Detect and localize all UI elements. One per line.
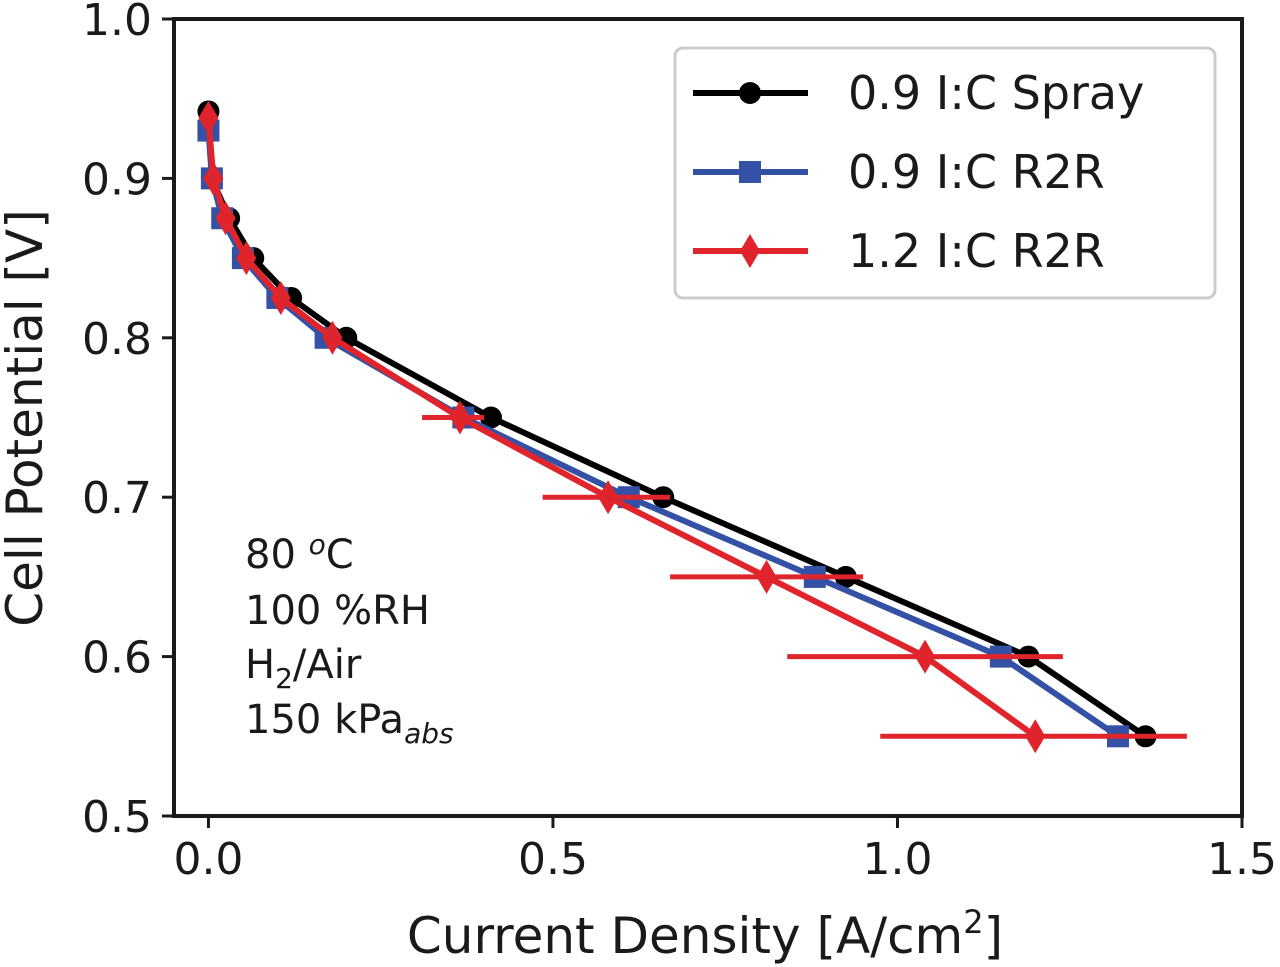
data-point <box>449 400 470 435</box>
x-axis-label: Current Density [A/cm2] <box>407 903 1003 965</box>
data-point <box>322 320 343 355</box>
legend-label-r2r-09: 0.9 I:C R2R <box>848 145 1105 199</box>
y-tick-label: 1.0 <box>82 0 152 46</box>
axis-ticks: 0.0 0.5 1.0 1.5 0.5 0.6 0.7 0.8 0.9 1.0 <box>82 0 1277 885</box>
data-point <box>598 480 619 515</box>
data-point <box>756 559 777 594</box>
data-point <box>1025 719 1046 754</box>
legend-swatch-marker <box>739 161 761 183</box>
x-tick-label: 0.5 <box>518 834 588 885</box>
y-tick-label: 0.8 <box>82 314 152 365</box>
legend-label-r2r-12: 1.2 I:C R2R <box>848 224 1105 278</box>
annotation-humidity: 100 %RH <box>245 588 430 634</box>
x-tick-label: 1.5 <box>1207 834 1277 885</box>
annotation-temperature: 80 oC <box>245 528 354 578</box>
data-point <box>270 280 291 315</box>
data-point <box>215 201 236 236</box>
series-2 <box>198 100 1187 754</box>
y-tick-label: 0.5 <box>82 792 152 843</box>
y-tick-label: 0.6 <box>82 633 152 684</box>
legend-items <box>693 82 808 268</box>
data-point <box>915 639 936 674</box>
x-tick-label: 0.0 <box>173 834 243 885</box>
axes-frame <box>172 17 1244 818</box>
annotation-gas: H2/Air <box>245 642 362 695</box>
legend-label-spray: 0.9 I:C Spray <box>848 66 1144 120</box>
y-tick-label: 0.9 <box>82 154 152 205</box>
y-tick-label: 0.7 <box>82 473 152 524</box>
data-point <box>198 100 219 135</box>
data-point <box>479 406 502 429</box>
legend-frame <box>673 46 1217 300</box>
y-axis-label: Cell Potential [V] <box>0 209 54 627</box>
legend-swatch-marker <box>739 82 761 104</box>
data-point <box>203 161 224 196</box>
legend: 0.9 I:C Spray 0.9 I:C R2R 1.2 I:C R2R <box>673 46 1217 300</box>
annotation-pressure: 150 kPaabs <box>245 697 454 750</box>
x-tick-label: 1.0 <box>862 834 932 885</box>
plot-area <box>197 100 1187 754</box>
legend-swatch-marker <box>740 234 760 268</box>
data-point <box>236 241 257 276</box>
conditions-annotation: 80 oC 100 %RH H2/Air 150 kPaabs <box>245 528 454 750</box>
